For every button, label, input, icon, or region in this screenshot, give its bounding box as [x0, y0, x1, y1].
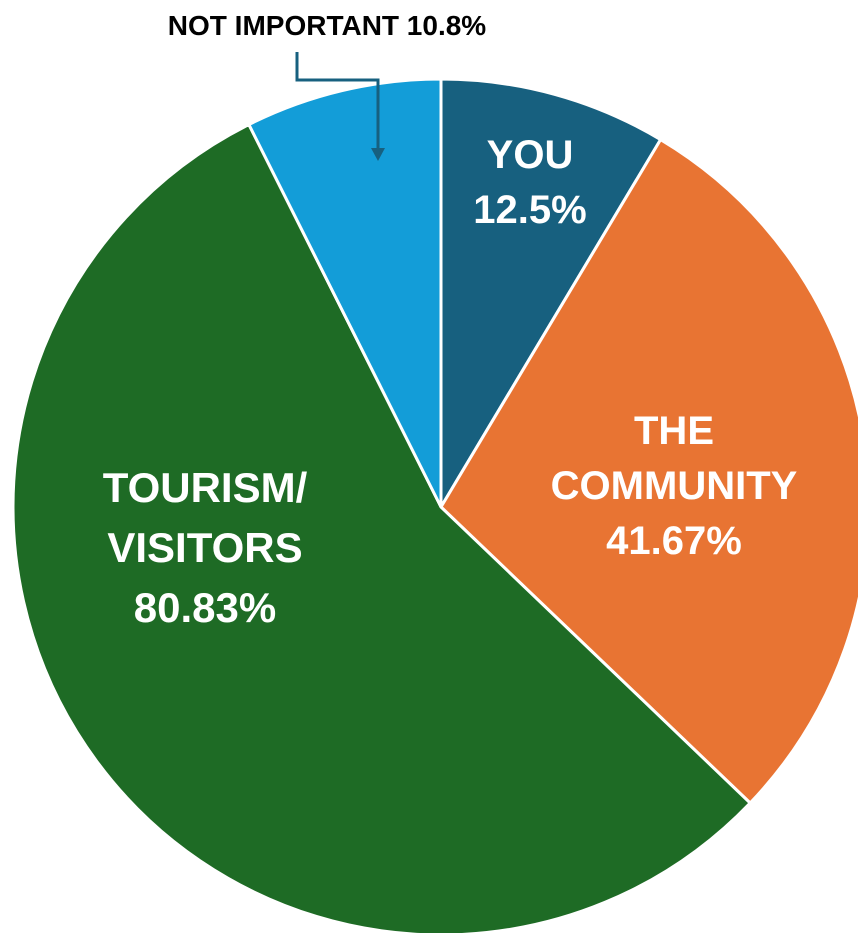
pie-slice-not-important [247, 77, 443, 509]
slices-layer [11, 77, 858, 933]
slice-label-line: THE [634, 409, 714, 453]
labels-layer: YOU 12.5% THE COMMUNITY 41.67% TOURISM/VISITO… [103, 10, 798, 631]
not-important-callout-line [295, 52, 380, 148]
pie-slice-tourism-visitors [11, 123, 752, 933]
pie-slice-you [439, 77, 663, 509]
slice-label-line: NOT IMPORTANT 10.8% [168, 10, 487, 41]
slice-label-line: 12.5% [473, 188, 586, 232]
slice-label-the-community: THE COMMUNITY 41.67% [551, 409, 798, 563]
slice-label-not-important: NOT IMPORTANT 10.8% [168, 10, 487, 41]
slice-label-you: YOU 12.5% [473, 133, 586, 232]
slice-label-line: 80.83% [134, 584, 276, 631]
pie-slice-the-community [439, 138, 858, 805]
slice-label-line: VISITORS [107, 524, 302, 571]
slice-label-line: COMMUNITY [551, 464, 798, 508]
slice-label-line: TOURISM/ [103, 464, 308, 511]
slice-label-line: 41.67% [606, 519, 742, 563]
callout-layer [295, 52, 385, 161]
slice-label-line: YOU [487, 133, 574, 177]
slice-label-tourism-visitors: TOURISM/VISITORS 80.83% [103, 464, 308, 631]
not-important-callout-arrowhead [371, 148, 385, 161]
